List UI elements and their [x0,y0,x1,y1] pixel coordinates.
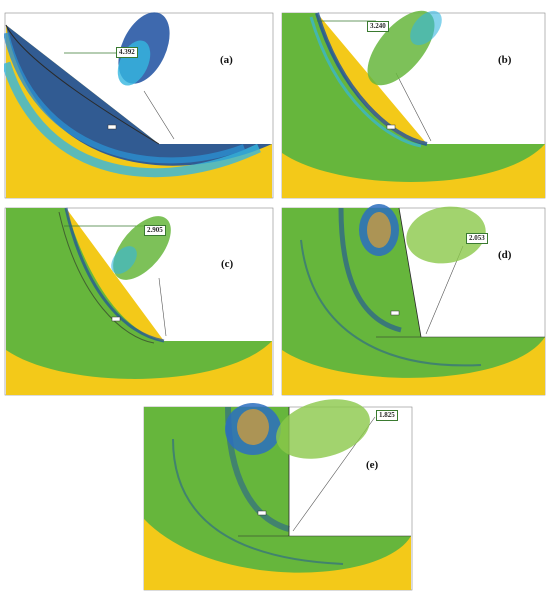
panel-label-c: (c) [221,258,234,270]
center-marker [111,316,121,322]
factor-of-safety-d: 2.053 [466,233,488,244]
factor-of-safety-b: 3.240 [367,21,389,32]
panel-label-a: (a) [220,54,233,66]
point-cloud-b [367,10,442,86]
factor-of-safety-c: 2.905 [144,225,166,236]
panel-label-d: (d) [498,249,512,261]
panel-label-b: (b) [498,54,512,66]
center-marker [107,124,117,130]
factor-of-safety-e: 1.825 [376,410,398,421]
slope-diagram-c [4,207,274,396]
center-marker [386,124,396,130]
factor-of-safety-a: 4.392 [116,47,138,58]
panel-a: 4.392 (a) [4,3,274,200]
slope-diagram-e [143,399,413,591]
panel-c: 2.905 (c) [4,200,274,397]
slope-diagram-b [281,10,546,199]
point-cloud-e [225,399,370,459]
slope-diagram-d [281,204,546,396]
panel-e: 1.825 (e) [143,399,413,592]
center-marker [390,310,400,316]
panel-b: 3.240 (b) [281,3,547,200]
slope-diagram-a [4,12,274,199]
center-marker [257,510,267,516]
panel-d: 2.053 (d) [281,200,547,397]
point-cloud-d [359,204,486,264]
panel-label-e: (e) [366,459,379,471]
